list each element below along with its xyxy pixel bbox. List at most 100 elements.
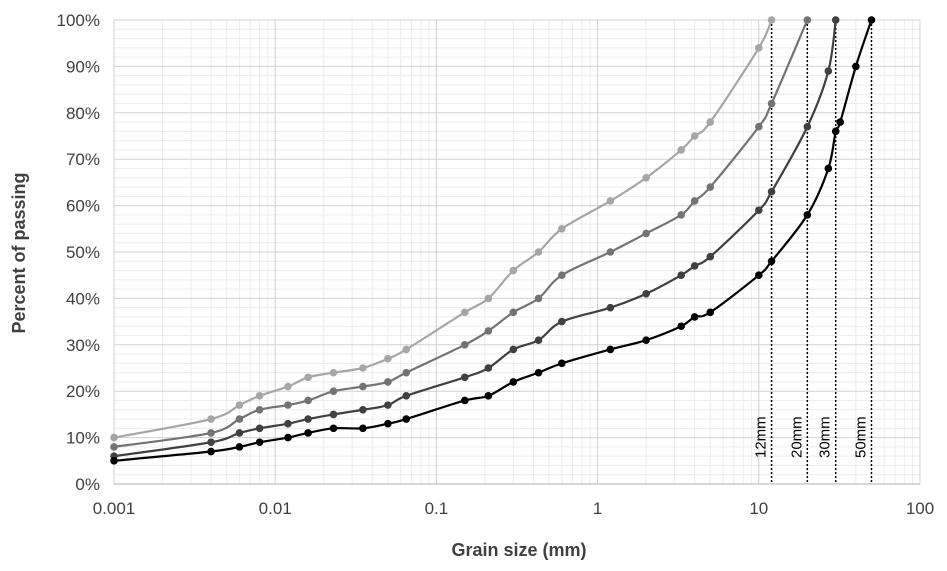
series-2 [110, 16, 812, 451]
data-point [534, 248, 543, 256]
data-point [534, 294, 543, 303]
data-point [690, 262, 699, 270]
data-point [642, 336, 650, 344]
y-tick-label: 80% [66, 104, 100, 123]
data-point [558, 359, 566, 368]
data-point [329, 387, 338, 396]
data-point [755, 44, 763, 52]
data-point [831, 127, 840, 136]
data-point [606, 345, 615, 354]
y-tick-label: 20% [66, 382, 100, 401]
data-point [255, 424, 264, 433]
data-point [110, 443, 118, 451]
x-tick-label: 100 [906, 499, 934, 518]
data-point [207, 415, 215, 423]
grid [113, 19, 921, 485]
y-tick-label: 0% [75, 475, 100, 494]
data-point [235, 443, 244, 451]
series-4 [110, 16, 876, 465]
data-point [255, 405, 264, 414]
x-tick-label: 1 [593, 499, 602, 518]
data-point [767, 99, 776, 108]
series-3 [110, 16, 840, 460]
data-point [284, 382, 292, 391]
data-point [803, 211, 812, 219]
data-point [359, 424, 367, 433]
data-point [207, 447, 215, 456]
x-tick-label: 0.001 [93, 499, 136, 518]
data-point [284, 419, 292, 428]
data-point [402, 368, 411, 377]
data-point [755, 122, 763, 131]
data-point [304, 429, 312, 437]
data-point [803, 16, 812, 24]
data-point [329, 424, 338, 433]
data-point [534, 368, 543, 377]
data-point [235, 429, 244, 437]
data-point [384, 419, 392, 428]
data-point [207, 438, 215, 447]
y-tick-label: 40% [66, 289, 100, 308]
data-point [767, 257, 776, 266]
data-point [677, 211, 685, 219]
data-point [509, 345, 518, 354]
x-axis-title: Grain size (mm) [451, 540, 586, 560]
x-tick-label: 0.01 [259, 499, 292, 518]
data-point [207, 429, 215, 437]
y-tick-label: 100% [57, 11, 100, 30]
data-point [329, 410, 338, 419]
data-point [690, 197, 699, 205]
data-point [606, 197, 615, 205]
x-tick-label: 10 [749, 499, 768, 518]
data-point [852, 62, 860, 71]
data-point [706, 183, 715, 191]
data-point [606, 248, 615, 256]
data-point [255, 392, 264, 400]
data-point [460, 396, 469, 405]
series-1 [110, 16, 776, 442]
data-point [402, 345, 411, 354]
data-point [803, 122, 812, 131]
data-point [767, 16, 776, 24]
data-point [534, 336, 543, 344]
y-tick-label: 90% [66, 57, 100, 76]
data-point [484, 327, 493, 335]
series-line [113, 19, 773, 439]
data-point [460, 308, 469, 317]
data-point [304, 373, 312, 382]
data-point [359, 364, 367, 372]
data-point [509, 378, 518, 386]
data-point [642, 289, 650, 298]
data-point [755, 271, 763, 280]
data-point [755, 206, 763, 215]
size-marker-label: 30mm [817, 416, 834, 458]
data-point [642, 229, 650, 238]
y-tick-label: 70% [66, 150, 100, 169]
data-point [235, 401, 244, 409]
data-point [558, 225, 566, 233]
data-point [110, 433, 118, 442]
data-point [484, 364, 493, 372]
data-point [304, 415, 312, 423]
data-point [402, 415, 411, 423]
y-axis-ticks: 0% 10% 20% 30% 40% 50% 60% 70% 80% 90% 100% [57, 11, 100, 494]
data-point [460, 373, 469, 382]
data-point [824, 164, 833, 173]
data-point [767, 187, 776, 196]
data-point [329, 368, 338, 377]
size-marker-label: 12mm [753, 416, 770, 458]
data-point [235, 415, 244, 423]
data-point [690, 132, 699, 140]
data-point [706, 118, 715, 126]
data-point [284, 433, 292, 442]
data-point [606, 303, 615, 312]
size-markers: 12mm 20mm 30mm 50mm [753, 20, 873, 484]
data-point [558, 271, 566, 280]
y-tick-label: 30% [66, 336, 100, 355]
data-point [867, 16, 876, 24]
data-point [509, 308, 518, 317]
data-point [484, 392, 493, 400]
data-point [831, 16, 840, 24]
size-marker-label: 50mm [852, 416, 869, 458]
